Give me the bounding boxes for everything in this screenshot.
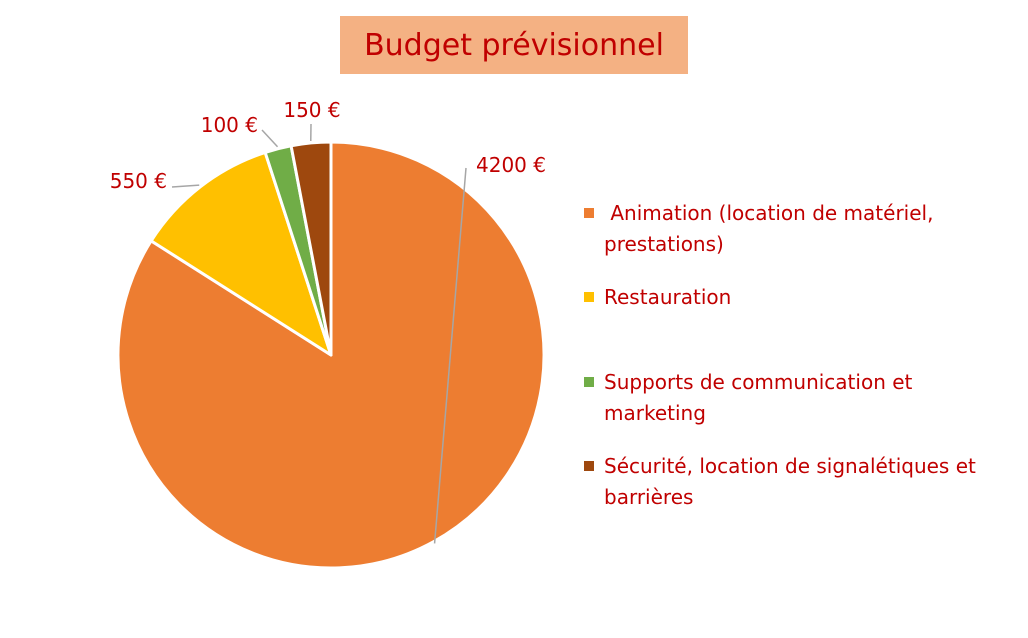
legend-label-supports: Supports de communication et marketing xyxy=(604,370,919,425)
legend-swatch-supports xyxy=(584,377,594,387)
pie-slice-animation xyxy=(116,140,546,570)
leader-line-restauration xyxy=(171,184,200,188)
pie-slice-restauration xyxy=(149,150,333,357)
legend-swatch-restauration xyxy=(584,292,594,302)
chart-title: Budget prévisionnel xyxy=(364,27,664,63)
data-label-securite: 150 € xyxy=(283,98,340,122)
pie-slice-securite xyxy=(289,140,333,357)
data-label-supports: 100 € xyxy=(201,113,258,137)
data-label-animation: 4200 € xyxy=(476,153,546,177)
legend-label-animation: Animation (location de matériel, prestat… xyxy=(604,201,940,256)
legend-item-animation: Animation (location de matériel, prestat… xyxy=(584,198,1024,260)
leader-line-supports xyxy=(261,129,279,148)
legend-label-restauration: Restauration xyxy=(604,285,732,309)
leader-line-animation xyxy=(433,167,467,544)
legend-item-supports: Supports de communication et marketing xyxy=(584,367,1024,429)
data-label-restauration: 550 € xyxy=(110,169,167,193)
legend-label-securite: Sécurité, location de signalétiques et b… xyxy=(604,454,983,509)
legend-swatch-securite xyxy=(584,461,594,471)
legend-item-securite: Sécurité, location de signalétiques et b… xyxy=(584,451,1024,513)
legend-item-restauration: Restauration xyxy=(584,282,1024,313)
legend-swatch-animation xyxy=(584,208,594,218)
chart-title-box: Budget prévisionnel xyxy=(340,16,688,74)
